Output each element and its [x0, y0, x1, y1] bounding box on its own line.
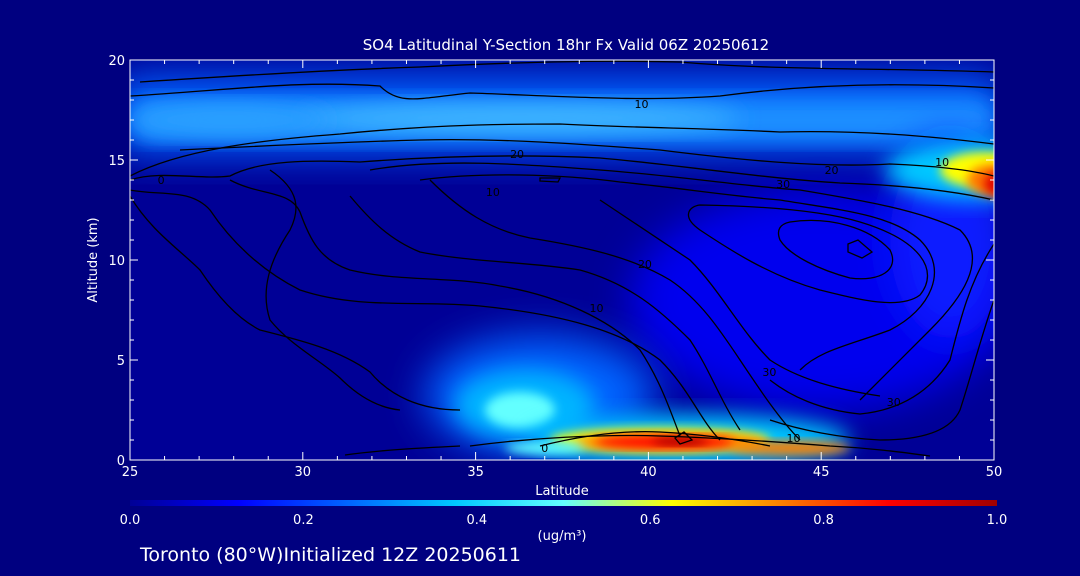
contour-label: 20: [825, 164, 839, 177]
contour-label: 30: [887, 396, 901, 409]
colorbar-unit-label: (ug/m³): [538, 529, 587, 544]
colorbar-tick-label: 1.0: [987, 513, 1008, 528]
upper-layer-highlight: [300, 103, 740, 133]
contour-label: 30: [776, 178, 790, 191]
plot-area: [130, 60, 994, 460]
y-tick-label: 20: [108, 54, 125, 69]
contour-line: [139, 60, 994, 83]
upper-layer-highlight-west: [130, 104, 330, 136]
y-minor-ticks: [130, 79, 994, 441]
x-minor-ticks: [164, 60, 960, 460]
contour-line: [687, 204, 929, 304]
y-tick-label: 15: [108, 154, 125, 169]
contour-line: [539, 177, 562, 183]
y-axis: 0 5 10 15 20 Altitude (km): [86, 54, 994, 469]
contour-line: [419, 174, 936, 371]
contour-line: [265, 169, 401, 411]
contour-line: [847, 239, 874, 259]
contour-label: 10: [935, 156, 949, 169]
contour-line: [429, 179, 801, 441]
colorbar-tick-labels: 0.0 0.2 0.4 0.6 0.8 1.0: [120, 513, 1008, 528]
x-ticks: 25 30 35 40 45 50: [122, 60, 1003, 480]
tropopause-plume-red: [984, 172, 994, 196]
x-tick-label: 50: [986, 465, 1003, 480]
contour-line: [344, 445, 461, 456]
x-tick-label: 35: [467, 465, 484, 480]
contour-label: 10: [787, 432, 801, 445]
contour-line: [674, 431, 694, 445]
contour-lines: [130, 60, 994, 457]
colorbar-tick-label: 0.8: [813, 513, 834, 528]
contour-line: [130, 155, 994, 201]
low-plume-core: [485, 392, 555, 428]
colorbar: 0.0 0.2 0.4 0.6 0.8 1.0 (ug/m³): [120, 500, 1008, 544]
colorbar-tick-label: 0.4: [466, 513, 487, 528]
contour-line: [130, 189, 721, 441]
contour-line: [539, 430, 771, 447]
colorbar-tick-label: 0.6: [640, 513, 661, 528]
contour-line: [130, 83, 994, 100]
y-ticks: 0 5 10 15 20: [108, 54, 994, 469]
y-tick-label: 0: [117, 454, 125, 469]
x-tick-label: 25: [122, 465, 139, 480]
contour-line: [130, 123, 994, 177]
contour-labels: 0 0 10 10 10 10 10 20 20 20 30 30 30: [158, 98, 950, 455]
x-axis-label: Latitude: [535, 484, 589, 499]
contour-label: 0: [541, 442, 548, 455]
contour-label: 20: [638, 258, 652, 271]
contour-label: 0: [158, 174, 165, 187]
initialization-footer: Toronto (80°W)Initialized 12Z 20250611: [139, 544, 521, 566]
contour-label: 10: [486, 186, 500, 199]
contour-line: [349, 195, 741, 431]
contour-label: 10: [590, 302, 604, 315]
colorbar-scale: [130, 500, 997, 506]
contour-label: 20: [510, 148, 524, 161]
x-tick-label: 45: [813, 465, 830, 480]
contour-line: [769, 299, 994, 441]
y-axis-label: Altitude (km): [86, 217, 101, 302]
contour-line: [130, 195, 461, 411]
contour-label: 10: [634, 98, 648, 111]
y-tick-label: 10: [108, 254, 125, 269]
x-axis: 25 30 35 40 45 50 Latitude: [122, 60, 1003, 499]
surface-layer-darkred: [652, 437, 708, 445]
y-tick-label: 5: [117, 354, 125, 369]
contour-line: [777, 219, 894, 280]
x-tick-label: 40: [640, 465, 657, 480]
contour-line: [599, 199, 881, 397]
contour-label: 30: [762, 366, 776, 379]
contour-line: [229, 179, 681, 437]
contour-line: [769, 243, 994, 415]
chart-title: SO4 Latitudinal Y-Section 18hr Fx Valid …: [363, 36, 769, 54]
surface-layer-west-cyan: [505, 442, 585, 454]
colorbar-tick-label: 0.2: [293, 513, 314, 528]
x-tick-label: 30: [295, 465, 312, 480]
colorbar-tick-label: 0.0: [120, 513, 141, 528]
concentration-field: [130, 75, 994, 460]
contour-line: [369, 162, 973, 401]
contour-line: [179, 138, 994, 177]
